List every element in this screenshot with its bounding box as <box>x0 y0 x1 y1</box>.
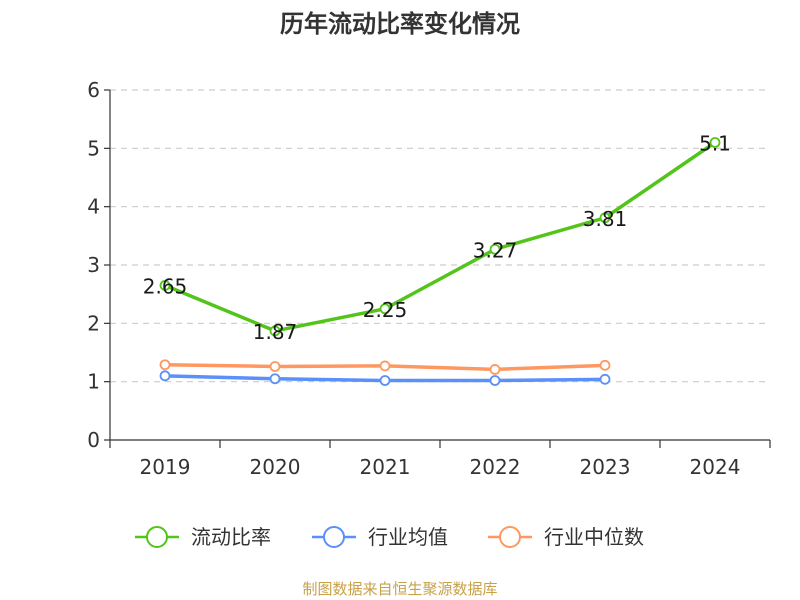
legend-label: 行业均值 <box>368 525 448 549</box>
chart-title: 历年流动比率变化情况 <box>280 10 520 38</box>
data-point[interactable] <box>489 243 501 255</box>
legend-marker-icon <box>323 526 345 548</box>
data-point[interactable] <box>379 375 391 386</box>
data-label: 2.25 <box>363 298 408 322</box>
data-point[interactable] <box>159 280 171 291</box>
x-tick-label: 2020 <box>250 455 301 479</box>
data-point[interactable] <box>269 361 281 372</box>
legend-item[interactable]: 行业中位数 <box>488 525 644 549</box>
data-label: 1.87 <box>253 320 298 344</box>
x-tick-label: 2023 <box>580 455 631 479</box>
y-tick-label: 5 <box>87 136 100 160</box>
data-point[interactable] <box>379 303 391 315</box>
data-point[interactable] <box>489 364 501 375</box>
y-tick-label: 0 <box>87 428 100 452</box>
legend-item[interactable]: 流动比率 <box>135 525 271 549</box>
series-lines <box>159 137 721 386</box>
axes: 0 1 2 3 4 5 6 2019 2020 2021 2022 2023 2024 <box>87 78 771 479</box>
legend-label: 流动比率 <box>191 525 271 549</box>
x-tick-label: 2022 <box>470 455 521 479</box>
y-tick-label: 2 <box>87 311 100 335</box>
data-labels: 2.65 1.87 2.25 3.27 3.81 5.1 <box>143 132 731 344</box>
data-point[interactable] <box>159 359 171 371</box>
x-tick-label: 2021 <box>360 455 411 479</box>
data-point[interactable] <box>269 325 281 337</box>
y-tick-label: 3 <box>87 253 100 277</box>
y-tick-label: 4 <box>87 195 100 219</box>
source-note: 制图数据来自恒生聚源数据库 <box>302 580 497 598</box>
data-point[interactable] <box>489 375 501 386</box>
data-point[interactable] <box>599 359 611 371</box>
y-tick-label: 1 <box>87 370 100 394</box>
legend-marker-icon <box>146 526 168 548</box>
legend[interactable]: 流动比率 行业均值 行业中位数 <box>135 525 644 549</box>
data-label: 2.65 <box>143 274 188 298</box>
x-tick-label: 2024 <box>690 455 741 479</box>
data-label: 3.81 <box>583 207 628 231</box>
data-point[interactable] <box>379 360 391 372</box>
data-point[interactable] <box>269 373 281 385</box>
data-point[interactable] <box>159 370 171 382</box>
data-point[interactable] <box>599 212 611 224</box>
series-line <box>164 141 716 333</box>
data-label: 3.27 <box>473 238 518 262</box>
legend-item[interactable]: 行业均值 <box>312 525 448 549</box>
grid-lines <box>110 89 770 383</box>
data-point[interactable] <box>599 373 611 385</box>
data-point[interactable] <box>709 137 721 148</box>
legend-marker-icon <box>499 526 521 548</box>
y-tick-label: 6 <box>87 78 100 102</box>
legend-label: 行业中位数 <box>544 525 644 549</box>
x-tick-label: 2019 <box>140 455 191 479</box>
data-label: 5.1 <box>699 132 731 156</box>
